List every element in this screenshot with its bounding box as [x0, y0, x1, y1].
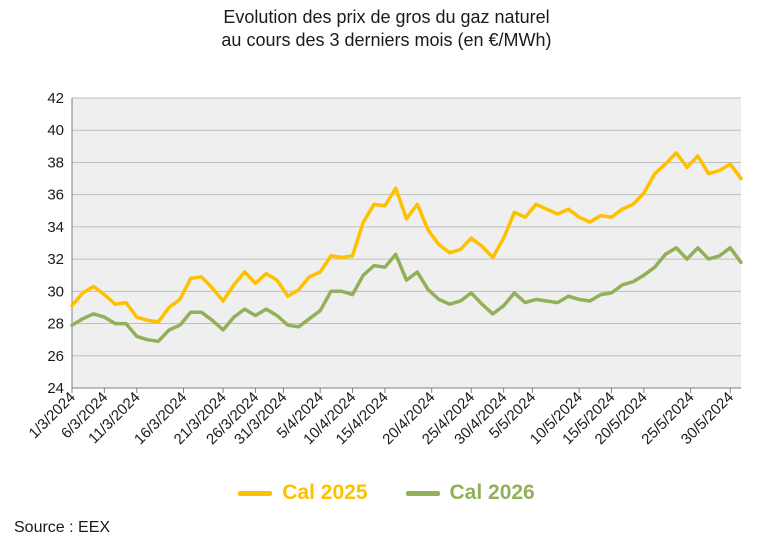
y-tick-label: 36 — [47, 187, 64, 204]
y-tick-label: 24 — [47, 380, 64, 397]
y-tick-label: 38 — [47, 154, 64, 171]
series-line-cal-2025 — [70, 151, 743, 324]
legend-label-cal-2026: Cal 2026 — [449, 481, 535, 504]
legend-swatch-cal-2025 — [238, 490, 273, 496]
plot-area — [72, 98, 741, 388]
legend-label-cal-2025: Cal 2025 — [282, 481, 368, 504]
chart-title-line-1: Evolution des prix de gros du gaz nature… — [223, 7, 550, 27]
y-tick-label: 42 — [47, 90, 64, 107]
series-line-cal-2026 — [70, 246, 743, 344]
y-tick-label: 34 — [47, 219, 64, 236]
y-tick-label: 40 — [47, 122, 64, 139]
chart-title-line-2: au cours des 3 derniers mois (en €/MWh) — [221, 30, 552, 50]
y-tick-label: 28 — [47, 316, 64, 333]
legend: Cal 2025 Cal 2026 — [0, 478, 773, 508]
line-chart: 242628303234363840421/3/20246/3/202411/3… — [26, 90, 743, 448]
y-tick-label: 26 — [47, 348, 64, 365]
source-note: Source : EEX — [14, 519, 111, 536]
legend-item-cal-2026: Cal 2026 — [405, 481, 535, 505]
chart-title: Evolution des prix de gros du gaz nature… — [0, 6, 773, 52]
y-tick-label: 30 — [47, 283, 64, 300]
legend-item-cal-2025: Cal 2025 — [238, 481, 368, 505]
legend-swatch-cal-2026 — [405, 490, 440, 496]
y-tick-label: 32 — [47, 251, 64, 268]
